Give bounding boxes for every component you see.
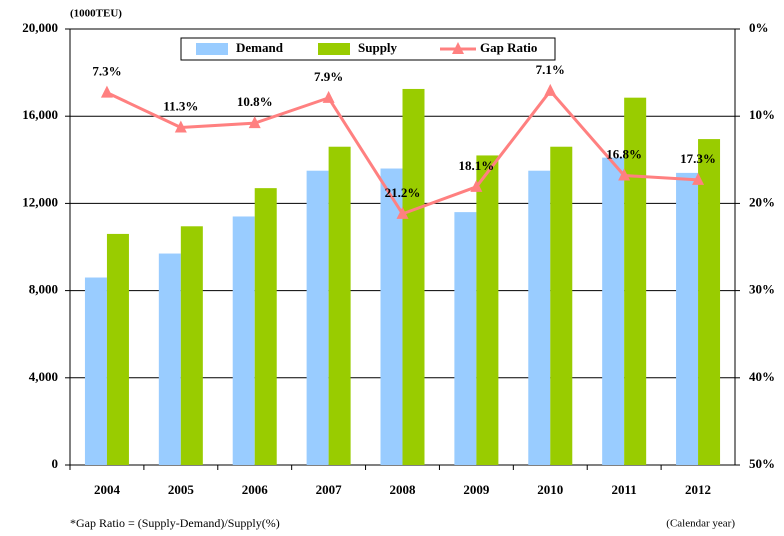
bar bbox=[106, 233, 129, 465]
bar bbox=[476, 155, 499, 465]
data-label: 10.8% bbox=[237, 94, 273, 109]
legend-marker bbox=[452, 42, 464, 54]
y2-tick-label: 0% bbox=[749, 20, 769, 35]
marker bbox=[618, 168, 631, 181]
data-label: 7.9% bbox=[314, 69, 343, 84]
x-note: (Calendar year) bbox=[666, 518, 735, 530]
bar bbox=[624, 97, 647, 466]
unit-label: (1000TEU) bbox=[70, 8, 122, 20]
footnote: *Gap Ratio = (Supply-Demand)/Supply(%) bbox=[70, 516, 280, 530]
y-tick-label: 4,000 bbox=[29, 369, 58, 384]
y-tick-label: 16,000 bbox=[22, 107, 58, 122]
x-tick-label: 2011 bbox=[612, 482, 637, 497]
x-tick-label: 2007 bbox=[316, 482, 343, 497]
bar bbox=[84, 277, 107, 465]
legend-swatch bbox=[196, 43, 228, 55]
x-tick-label: 2004 bbox=[94, 482, 121, 497]
x-tick-label: 2009 bbox=[463, 482, 490, 497]
x-tick-label: 2008 bbox=[390, 482, 417, 497]
bar bbox=[232, 216, 255, 465]
data-label: 17.3% bbox=[680, 151, 716, 166]
bar bbox=[402, 88, 425, 465]
bar bbox=[380, 168, 403, 465]
y-tick-label: 8,000 bbox=[29, 282, 58, 297]
marker bbox=[248, 116, 261, 129]
data-label: 21.2% bbox=[385, 185, 421, 200]
marker bbox=[470, 179, 483, 192]
data-label: 11.3% bbox=[163, 99, 198, 114]
x-tick-label: 2006 bbox=[242, 482, 269, 497]
bar bbox=[158, 253, 181, 465]
y2-tick-label: 40% bbox=[749, 369, 775, 384]
legend-label: Supply bbox=[358, 40, 398, 55]
bar bbox=[328, 146, 351, 465]
x-tick-label: 2005 bbox=[168, 482, 195, 497]
marker bbox=[396, 206, 409, 219]
y2-tick-label: 10% bbox=[749, 107, 775, 122]
data-label: 16.8% bbox=[606, 146, 642, 161]
data-label: 18.1% bbox=[459, 158, 495, 173]
marker bbox=[174, 120, 187, 133]
legend-label: Demand bbox=[236, 40, 284, 55]
bar bbox=[550, 146, 573, 465]
bar bbox=[454, 212, 477, 465]
y2-tick-label: 30% bbox=[749, 282, 775, 297]
y-tick-label: 0 bbox=[52, 456, 59, 471]
y2-tick-label: 20% bbox=[749, 194, 775, 209]
data-label: 7.3% bbox=[92, 64, 121, 79]
marker bbox=[692, 172, 705, 185]
legend-label: Gap Ratio bbox=[480, 40, 537, 55]
y2-tick-label: 50% bbox=[749, 456, 775, 471]
y-tick-label: 12,000 bbox=[22, 194, 58, 209]
bar bbox=[528, 170, 551, 465]
bar bbox=[602, 157, 625, 465]
bar bbox=[698, 139, 721, 465]
legend-swatch bbox=[318, 43, 350, 55]
marker bbox=[322, 90, 335, 103]
bar bbox=[180, 226, 203, 465]
bar bbox=[676, 172, 699, 465]
marker bbox=[544, 83, 557, 96]
y-tick-label: 20,000 bbox=[22, 20, 58, 35]
legend bbox=[180, 37, 556, 61]
x-tick-label: 2010 bbox=[537, 482, 563, 497]
x-tick-label: 2012 bbox=[685, 482, 711, 497]
data-label: 7.1% bbox=[536, 62, 565, 77]
bar bbox=[254, 188, 277, 465]
marker bbox=[100, 85, 113, 98]
bar bbox=[306, 170, 329, 465]
